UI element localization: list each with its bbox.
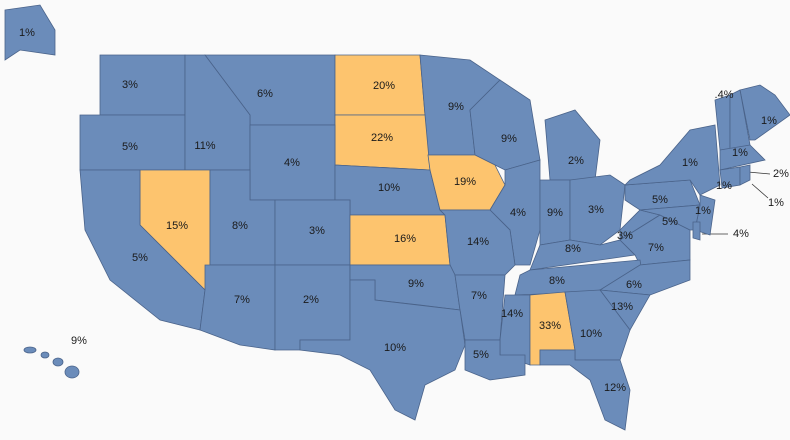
region-label: 3%: [309, 225, 325, 237]
region: [199, 264, 276, 351]
region: [623, 124, 721, 196]
region: [692, 221, 701, 241]
region: [99, 54, 186, 116]
region: [499, 294, 531, 366]
region-label: 19%: [454, 176, 476, 188]
region-label: 1%: [716, 180, 732, 192]
region-label: 6%: [626, 279, 642, 291]
region-label: 3%: [588, 204, 604, 216]
region-label: 4%: [733, 228, 749, 240]
region-label: 12%: [604, 382, 626, 394]
region: [4, 4, 56, 61]
region-label: 2%: [568, 155, 584, 167]
region-label: 13%: [611, 301, 633, 313]
region-label: 5%: [473, 349, 489, 361]
region-label: 10%: [378, 182, 400, 194]
region: [40, 351, 50, 359]
region: [739, 164, 751, 186]
region-label: 1%: [19, 27, 35, 39]
region-label: 8%: [232, 220, 248, 232]
region-label: 9%: [71, 335, 87, 347]
region-label: 2%: [773, 168, 789, 180]
region-label: 20%: [373, 80, 395, 92]
region-label: 8%: [565, 243, 581, 255]
region-label: 9%: [408, 278, 424, 290]
region-label: 1%: [768, 197, 784, 209]
region: [464, 339, 526, 381]
region-label: 9%: [501, 133, 517, 145]
region: [52, 357, 64, 367]
region-label: 14%: [501, 308, 523, 320]
region-label: 4%: [284, 157, 300, 169]
region-label: 9%: [448, 101, 464, 113]
region: [714, 94, 731, 151]
region-label: 22%: [371, 132, 393, 144]
region-label: 9%: [547, 207, 563, 219]
region: [544, 109, 601, 181]
region-label: 10%: [384, 342, 406, 354]
region-label: .4%: [715, 89, 734, 101]
region-label: 5%: [652, 194, 668, 206]
region-label: 7%: [648, 242, 664, 254]
region-label: 3%: [122, 79, 138, 91]
region-label: 4%: [510, 207, 526, 219]
region: [639, 204, 701, 231]
region-label: 16%: [394, 233, 416, 245]
region: [23, 346, 37, 354]
region-label: 5%: [132, 252, 148, 264]
region-label: 15%: [166, 220, 188, 232]
region-label: 6%: [257, 88, 273, 100]
region-label: 7%: [234, 294, 250, 306]
region: [274, 264, 351, 351]
region-label: 14%: [467, 236, 489, 248]
region-label: 7%: [471, 290, 487, 302]
region-label: 2%: [303, 294, 319, 306]
region-label: 1%: [682, 157, 698, 169]
region: [539, 349, 631, 431]
leader-line: [747, 171, 771, 175]
region-label: 33%: [539, 320, 561, 332]
region: [64, 365, 80, 379]
region-label: 10%: [580, 328, 602, 340]
region: [739, 84, 790, 141]
region-label: 1%: [695, 205, 711, 217]
region: [299, 279, 466, 421]
region-label: 5%: [122, 141, 138, 153]
region: [719, 144, 766, 171]
region-label: 1%: [761, 115, 777, 127]
region-label: 1%: [732, 147, 748, 159]
region-label: 5%: [662, 216, 678, 228]
leader-line: [751, 183, 769, 199]
region-label: 8%: [549, 275, 565, 287]
region-label: 3%: [617, 230, 633, 242]
region-label: 11%: [194, 140, 215, 152]
